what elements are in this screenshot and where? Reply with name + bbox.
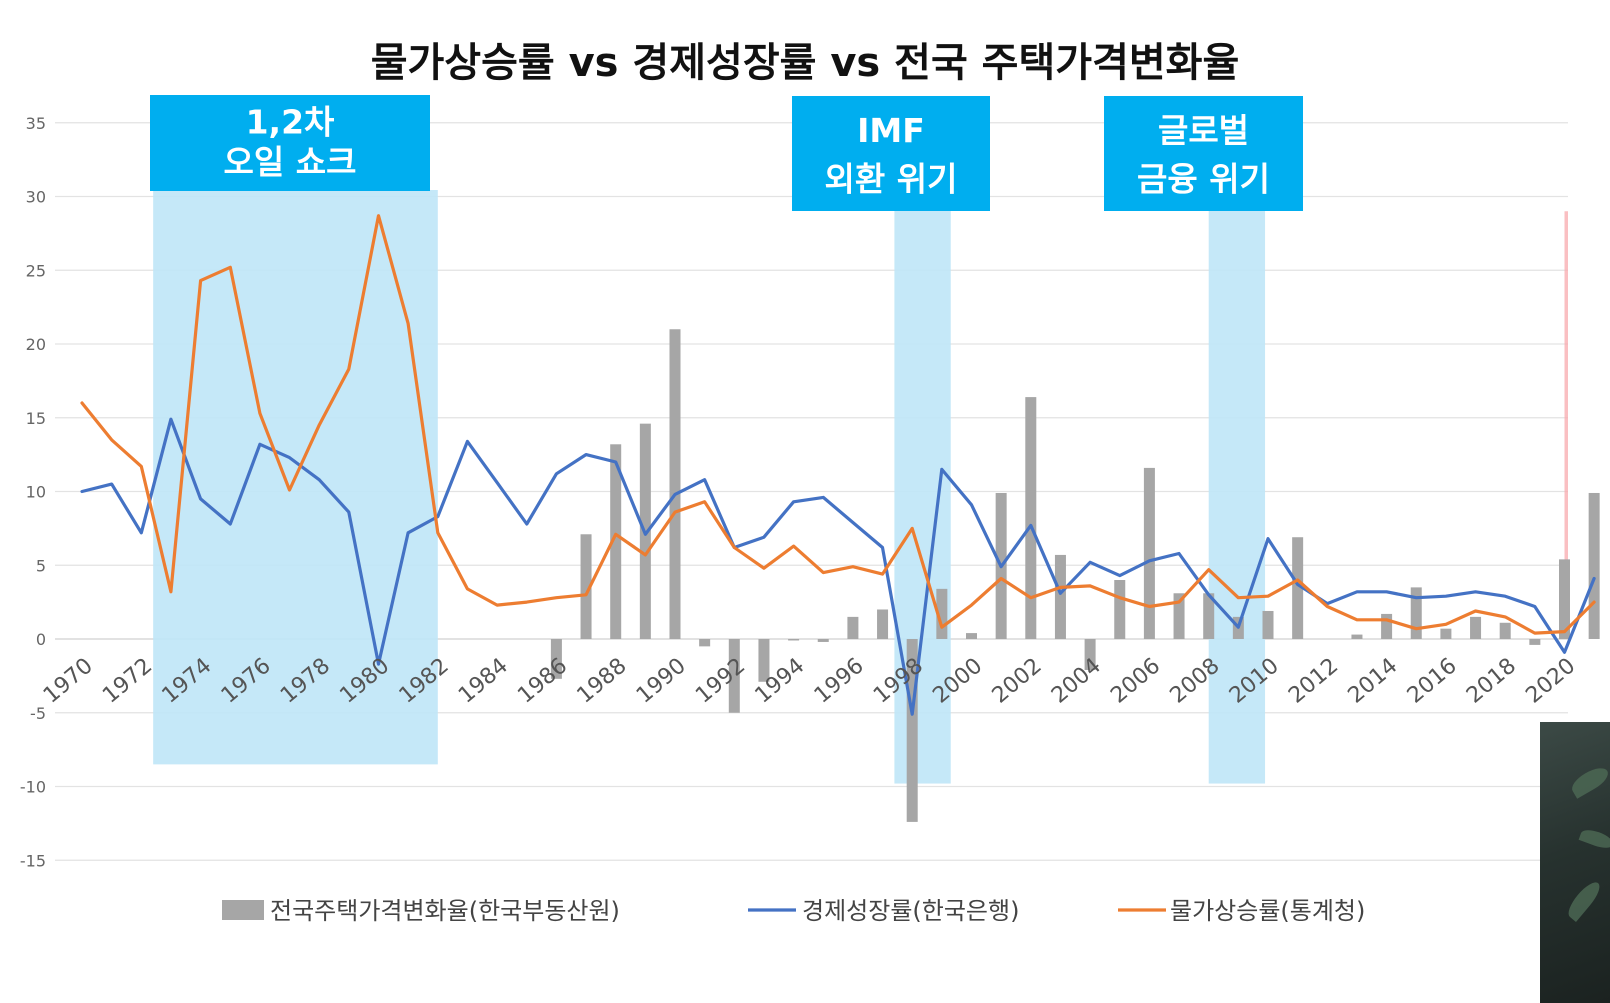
highlight-region [1564,211,1568,639]
bar-2004 [1084,639,1096,670]
bar-2011 [1292,537,1304,639]
bar-2021 [1588,492,1600,639]
legend-label: 경제성장률(한국은행) [802,897,1019,925]
bar-1998 [906,639,918,822]
bar-1995 [817,639,829,642]
y-tick-label: 20 [26,335,46,354]
y-tick-label: 25 [26,261,46,280]
event-band-label-line1: IMF [857,111,925,150]
bar-2003 [1054,554,1066,639]
event-band-label-line2: 금융 위기 [1137,159,1270,198]
bar-1994 [788,639,800,641]
y-tick-label: -10 [20,778,46,797]
presenter-webcam-overlay [1540,722,1610,1003]
event-band-header [1104,96,1303,211]
bar-2018 [1499,622,1511,639]
legend-swatch-bar [222,900,264,920]
inflation-line [80,214,1596,635]
y-tick-label: -15 [20,851,46,870]
legend: 전국주택가격변화율(한국부동산원) 경제성장률(한국은행) 물가상승률(통계청) [222,897,1365,925]
bar-2006 [1143,467,1155,639]
highlight-region-rect [1564,211,1568,639]
bar-2013 [1351,634,1363,639]
event-band [1208,210,1266,784]
bar-1986 [550,639,562,679]
bar-2016 [1440,628,1452,639]
bar-1997 [877,609,889,639]
y-tick-label: -5 [30,704,46,723]
bar-2019 [1529,639,1541,645]
y-tick-label: 30 [26,188,46,207]
bar-2015 [1410,587,1422,639]
event-band-label-line2: 외환 위기 [825,159,958,198]
bar-2014 [1381,613,1393,639]
bar-1996 [847,616,859,639]
bar-2010 [1262,610,1274,639]
event-band-label-line1: 글로벌 [1158,111,1249,150]
legend-label: 전국주택가격변화율(한국부동산원) [270,897,620,925]
event-band-header [792,96,990,211]
gdp-growth-line [80,417,1596,716]
event-band-label-line2: 오일 쇼크 [224,143,357,182]
legend-label: 물가상승률(통계청) [1170,897,1365,925]
bar-2008 [1203,593,1215,639]
y-tick-label: 5 [36,556,46,575]
bar-1991 [699,639,711,647]
bar-2000 [966,633,977,639]
event-band-label-line1: 1,2차 [246,102,335,141]
bar-1999 [936,588,948,639]
bar-1987 [580,534,592,639]
y-tick-label: 15 [26,409,46,428]
bar-2002 [1025,397,1037,639]
y-axis: 35 30 25 20 15 10 5 0 -5 -10 -15 [20,114,46,871]
bar-2007 [1173,593,1185,639]
event-band-header [150,95,430,191]
y-tick-label: 35 [26,114,46,133]
bar-1990 [669,329,681,639]
y-tick-label: 10 [26,483,46,502]
y-tick-label: 0 [36,630,46,649]
bar-2005 [1114,580,1126,639]
event-band [894,210,951,784]
bar-2017 [1470,616,1482,639]
bar-1988 [610,444,622,639]
bar-1993 [758,639,770,682]
series-lines [80,214,1596,716]
bar-1992 [728,639,740,713]
chart-title: 물가상승률 vs 경제성장률 vs 전국 주택가격변화율 [371,40,1240,86]
bar-2020 [1559,559,1570,639]
